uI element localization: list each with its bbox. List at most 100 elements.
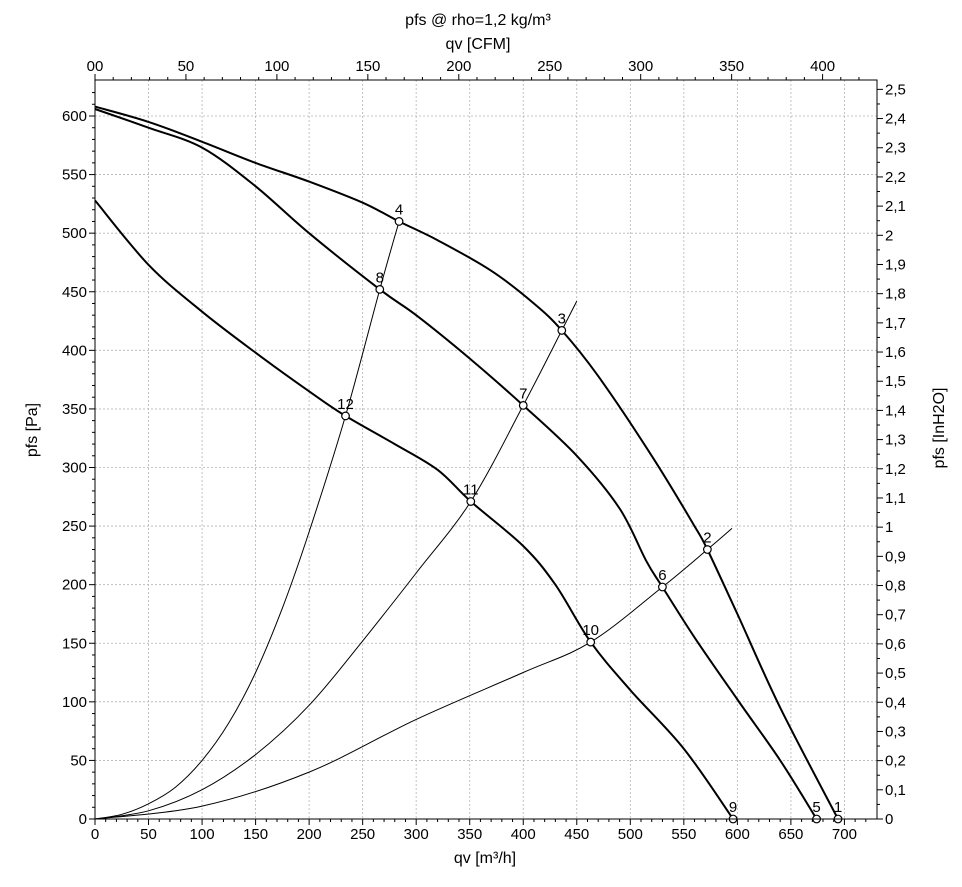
y-tick-label: 450	[62, 284, 87, 301]
y-tick-label: 500	[62, 225, 87, 242]
y2-tick-label: 0,9	[885, 548, 906, 565]
y2-axis-title: pfs [InH2O]	[931, 388, 948, 469]
y2-tick-label: 1,1	[885, 490, 906, 507]
system-curve-2	[94, 300, 578, 820]
x-tick-label: 200	[297, 826, 322, 843]
x2-tick-label: 50	[178, 58, 195, 75]
y2-tick-label: 0,4	[885, 694, 906, 711]
curves	[94, 105, 839, 820]
y2-tick-label: 0	[885, 811, 893, 828]
y2-tick-label: 1,8	[885, 286, 906, 303]
y2-tick-label: 0,2	[885, 753, 906, 770]
y2-tick-label: 1,4	[885, 402, 906, 419]
operating-point-2	[702, 545, 712, 554]
y-tick-label: 0	[79, 811, 87, 828]
chart-title: pfs @ rho=1,2 kg/m³	[405, 12, 551, 29]
fan-curve-3	[94, 199, 734, 820]
x-tick-label: 550	[671, 826, 696, 843]
x2-tick-label: 100	[264, 58, 289, 75]
x-tick-label: 500	[618, 826, 643, 843]
y2-tick-label: 1	[885, 519, 893, 536]
operating-point-label-7: 7	[519, 385, 527, 402]
operating-point-label-12: 12	[337, 396, 354, 413]
y2-tick-label: 2,2	[885, 169, 906, 186]
operating-point-label-10: 10	[582, 622, 599, 639]
operating-point-label-8: 8	[376, 269, 384, 286]
x-tick-label: 450	[564, 826, 589, 843]
operating-point-12	[341, 411, 350, 421]
y2-tick-label: 0,5	[885, 665, 906, 682]
y-tick-label: 200	[62, 577, 87, 594]
x2-tick-label: 250	[537, 58, 562, 75]
operating-point-8	[375, 285, 385, 294]
x2-tick-label: 150	[355, 58, 380, 75]
y2-tick-label: 2,3	[885, 140, 906, 157]
y-tick-label: 100	[62, 694, 87, 711]
y2-tick-label: 1,3	[885, 432, 906, 449]
y-tick-label: 250	[62, 518, 87, 535]
system-curve-1	[94, 221, 400, 820]
y2-tick-label: 2,1	[885, 198, 906, 215]
operating-point-3	[557, 326, 567, 335]
y-tick-label: 350	[62, 401, 87, 418]
y2-tick-label: 0,7	[885, 607, 906, 624]
x-axis-title: qv [m³/h]	[454, 850, 516, 867]
x-tick-label: 650	[778, 826, 803, 843]
y2-tick-label: 0,1	[885, 782, 906, 799]
y2-tick-label: 1,7	[885, 315, 906, 332]
operating-point-label-3: 3	[558, 310, 566, 327]
operating-point-label-9: 9	[729, 799, 737, 816]
y2-tick-label: 1,5	[885, 373, 906, 390]
x-tick-label: 50	[140, 826, 157, 843]
y-tick-label: 150	[62, 635, 87, 652]
y2-tick-label: 0,8	[885, 578, 906, 595]
plot-frame	[94, 79, 878, 820]
fan-curve-1	[94, 105, 839, 820]
x2-axis-title: qv [CFM]	[446, 36, 511, 53]
x-tick-label: 100	[190, 826, 215, 843]
system-curve-3	[94, 528, 733, 820]
operating-point-4	[394, 217, 404, 226]
operating-point-label-4: 4	[395, 201, 403, 218]
operating-point-label-11: 11	[463, 481, 479, 498]
y2-tick-label: 2	[885, 227, 893, 244]
operating-point-label-6: 6	[658, 567, 666, 584]
x-tick-label: 250	[350, 826, 375, 843]
x2-tick-label: 00	[87, 58, 104, 75]
x2-tick-label: 350	[719, 58, 744, 75]
y2-tick-label: 0,6	[885, 636, 906, 653]
y-tick-label: 400	[62, 342, 87, 359]
y-axis-title: pfs [Pa]	[24, 403, 41, 457]
x-tick-label: 150	[243, 826, 268, 843]
fan-curve-2	[94, 108, 818, 820]
y-tick-label: 300	[62, 460, 87, 477]
x-tick-label: 400	[511, 826, 536, 843]
operating-point-label-1: 1	[834, 799, 842, 816]
operating-point-11	[466, 497, 476, 506]
x-tick-label: 600	[725, 826, 750, 843]
x-tick-label: 350	[457, 826, 482, 843]
grid-lines	[95, 80, 877, 819]
y-tick-label: 550	[62, 167, 87, 184]
y2-tick-label: 1,6	[885, 344, 906, 361]
operating-point-6	[658, 582, 667, 592]
y2-tick-label: 2,4	[885, 111, 906, 128]
y2-tick-label: 1,9	[885, 256, 906, 273]
operating-point-label-5: 5	[812, 799, 820, 816]
y-tick-label: 600	[62, 108, 87, 125]
x-tick-label: 700	[832, 826, 857, 843]
operating-point-10	[586, 637, 596, 647]
y2-tick-label: 0,3	[885, 723, 906, 740]
x2-tick-label: 400	[810, 58, 835, 75]
y-tick-label: 50	[70, 752, 87, 769]
operating-point-label-2: 2	[703, 530, 711, 547]
x-tick-label: 300	[404, 826, 429, 843]
operating-point-7	[518, 401, 528, 410]
x2-tick-label: 200	[446, 58, 471, 75]
axis-ticks: 0 50 100 150 200 250 300 350 400 450 500 550 600 650 7…	[62, 58, 906, 843]
x2-tick-label: 300	[628, 58, 653, 75]
y2-tick-label: 2,5	[885, 81, 906, 98]
y2-tick-label: 1,2	[885, 461, 906, 478]
